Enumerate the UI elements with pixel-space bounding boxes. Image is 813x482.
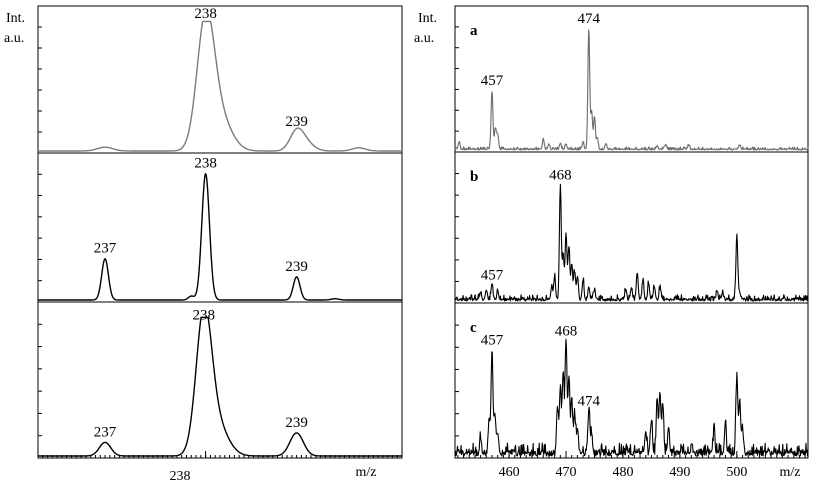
peak-label: 457 xyxy=(481,73,504,89)
spectrum-line xyxy=(454,29,809,151)
peak-label: 474 xyxy=(578,393,601,409)
peak-label: 238 xyxy=(192,307,215,323)
panels-layer: 238239237238239237238239a457474b45746846… xyxy=(37,5,809,480)
peak-label: 474 xyxy=(578,11,601,27)
spectrum-line xyxy=(454,338,809,457)
panel-right-a: a 457 474 xyxy=(454,5,809,153)
right-y-label-line1: Int. xyxy=(418,11,437,26)
peak-label: 238 xyxy=(194,6,217,22)
panel-frame xyxy=(37,152,403,303)
panel-frame xyxy=(454,302,809,459)
peak-label: 239 xyxy=(285,114,308,130)
x-tick-label: 490 xyxy=(669,465,690,480)
x-tick-label: 480 xyxy=(612,465,633,480)
left-x-label: m/z xyxy=(356,465,377,480)
left-y-label-line2: a.u. xyxy=(4,31,24,46)
peak-label: 239 xyxy=(285,259,308,275)
peak-label: 468 xyxy=(555,323,578,339)
peak-label: 238 xyxy=(194,156,217,172)
peak-label: 237 xyxy=(94,424,117,440)
panel-left-bottom: 237 238 239 xyxy=(37,301,403,459)
panel-frame xyxy=(454,5,809,153)
peak-label: 457 xyxy=(481,333,504,349)
panel-frame xyxy=(454,151,809,304)
x-tick-label: 470 xyxy=(556,465,577,480)
panel-left-top: 238 239 xyxy=(37,5,403,154)
peak-label: 457 xyxy=(481,267,504,283)
panel-frame xyxy=(37,5,403,154)
right-x-label: m/z xyxy=(780,465,801,480)
peak-label: 237 xyxy=(94,241,117,257)
x-tick-label: 460 xyxy=(499,465,520,480)
peak-label: 239 xyxy=(285,415,308,431)
panel-letter: c xyxy=(470,320,477,336)
spectrum-line xyxy=(38,173,402,301)
spectrum-line xyxy=(38,316,402,457)
left-y-label-line1: Int. xyxy=(6,11,25,26)
x-tick-label: 500 xyxy=(726,465,747,480)
left-x-tick-label: 238 xyxy=(170,469,191,482)
spectrum-line xyxy=(454,183,809,302)
panel-left-middle: 237 238 239 xyxy=(37,152,403,303)
panel-letter: b xyxy=(470,169,478,185)
panel-right-b: b 457 468 xyxy=(454,151,809,304)
peak-label: 468 xyxy=(549,168,572,184)
panel-letter: a xyxy=(470,23,478,39)
right-y-label-line2: a.u. xyxy=(414,31,434,46)
spectrum-line xyxy=(38,20,402,152)
panel-frame xyxy=(37,301,403,459)
